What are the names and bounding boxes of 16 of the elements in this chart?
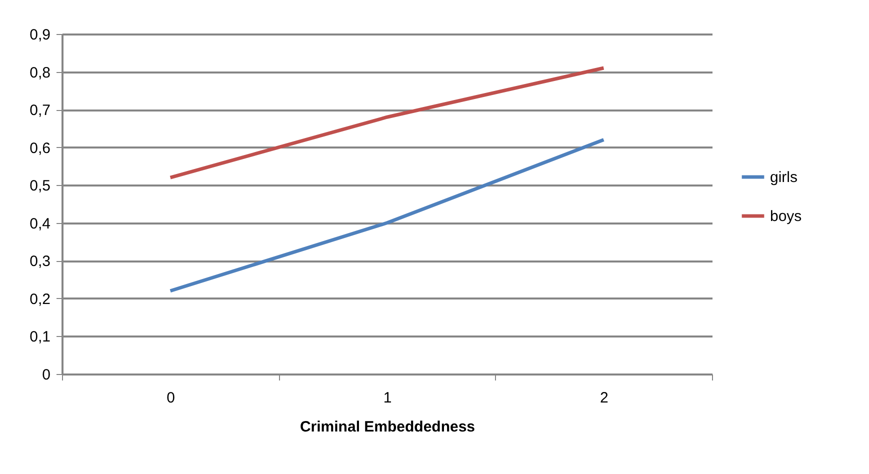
x-tick-label: 0 — [166, 390, 176, 406]
y-tick-label: 0,9 — [30, 26, 50, 44]
y-tick-label: 0,2 — [30, 290, 50, 308]
y-tick-label: 0,3 — [30, 253, 50, 270]
legend-label: girls — [770, 169, 798, 186]
y-tick-label: 0,4 — [30, 215, 50, 232]
x-tick-label: 1 — [383, 390, 392, 406]
y-tick-label: 0,8 — [30, 64, 50, 82]
legend-label: boys — [770, 208, 802, 225]
x-axis-title: Criminal Embeddedness — [300, 418, 476, 436]
y-tick-label: 0,7 — [30, 102, 50, 120]
y-tick-label: 0 — [42, 366, 50, 384]
y-tick-label: 0,1 — [30, 328, 50, 346]
x-tick-label: 2 — [600, 390, 608, 406]
y-tick-label: 0,5 — [30, 178, 50, 195]
y-tick-label: 0,6 — [30, 140, 50, 157]
